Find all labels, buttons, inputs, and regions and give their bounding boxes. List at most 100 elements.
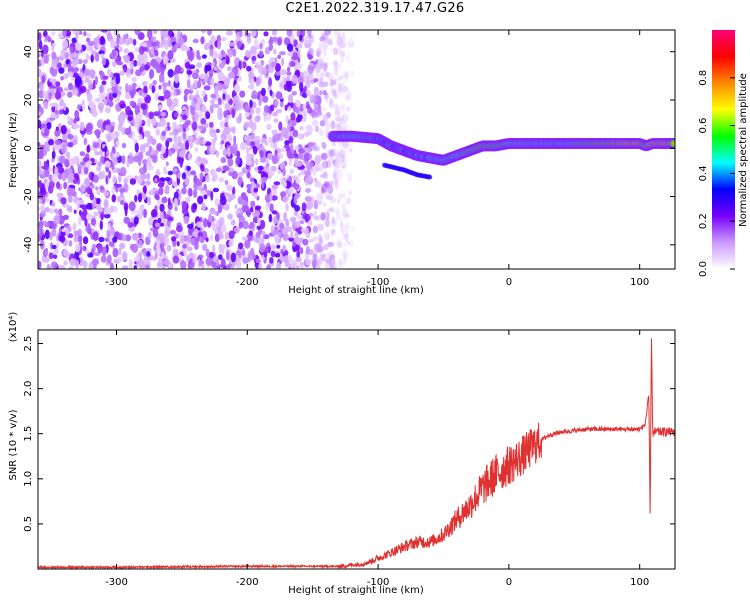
- noise-speckle: [88, 69, 96, 77]
- noise-speckle: [174, 206, 178, 211]
- noise-speckle: [332, 159, 336, 165]
- heatmap-x-tick-label: -100: [367, 277, 390, 288]
- noise-speckle: [104, 145, 108, 153]
- noise-speckle: [148, 111, 154, 120]
- noise-speckle: [177, 171, 181, 180]
- noise-speckle: [187, 136, 194, 141]
- noise-speckle: [219, 144, 224, 150]
- noise-speckle: [38, 151, 44, 160]
- noise-speckle: [312, 236, 319, 242]
- noise-speckle: [64, 158, 70, 168]
- noise-speckle: [345, 213, 351, 218]
- noise-speckle: [259, 43, 263, 50]
- noise-speckle: [303, 131, 310, 137]
- snr-y-ticks: 0.5 1.0 1.5 2.0 2.5: [23, 336, 675, 532]
- noise-speckle: [274, 253, 281, 258]
- noise-speckle: [65, 30, 72, 37]
- noise-speckle: [73, 117, 77, 124]
- noise-speckle: [242, 257, 249, 264]
- noise-speckle: [93, 211, 99, 217]
- noise-speckle: [63, 260, 68, 266]
- noise-speckle: [258, 64, 264, 71]
- noise-speckle: [96, 132, 100, 139]
- noise-speckle: [97, 206, 104, 213]
- noise-speckle: [210, 93, 217, 99]
- noise-speckle: [103, 198, 109, 209]
- noise-speckle: [274, 149, 278, 156]
- heatmap-x-tick-label: 100: [630, 277, 649, 288]
- noise-speckle: [305, 104, 311, 109]
- noise-speckle: [129, 178, 137, 185]
- noise-speckle: [275, 71, 281, 76]
- noise-speckle: [171, 236, 176, 242]
- noise-speckle: [322, 254, 326, 262]
- noise-speckle: [322, 114, 328, 123]
- noise-speckle: [41, 75, 46, 84]
- noise-speckle: [344, 232, 349, 242]
- noise-speckle: [166, 137, 173, 143]
- noise-speckle: [143, 256, 147, 265]
- noise-speckle: [182, 201, 187, 210]
- noise-speckle: [238, 76, 242, 82]
- noise-speckle: [329, 265, 337, 269]
- noise-speckle: [139, 126, 143, 135]
- noise-speckle: [260, 59, 265, 66]
- noise-speckle: [210, 233, 214, 242]
- noise-speckle: [335, 116, 342, 122]
- noise-speckle: [177, 38, 185, 45]
- noise-speckle: [167, 170, 174, 176]
- noise-speckle: [203, 85, 211, 91]
- noise-speckle: [337, 160, 341, 166]
- noise-speckle: [173, 191, 179, 200]
- noise-speckle: [324, 219, 330, 228]
- noise-speckle: [165, 184, 169, 194]
- noise-speckle: [275, 91, 283, 100]
- noise-speckle: [308, 47, 314, 55]
- noise-speckle: [176, 225, 183, 233]
- noise-speckle: [96, 197, 101, 205]
- noise-speckle: [301, 264, 305, 269]
- noise-speckle: [111, 152, 115, 163]
- noise-speckle: [45, 249, 49, 256]
- noise-speckle: [347, 38, 355, 49]
- noise-speckle: [108, 100, 114, 107]
- noise-speckle: [74, 250, 80, 259]
- noise-speckle: [282, 244, 287, 252]
- noise-speckle: [80, 184, 86, 193]
- noise-speckle: [137, 53, 144, 63]
- noise-speckle: [172, 97, 179, 108]
- noise-speckle: [318, 233, 322, 243]
- heatmap-y-tick-label: 40: [23, 45, 34, 58]
- noise-speckle: [197, 254, 204, 259]
- noise-speckle: [138, 213, 143, 220]
- noise-speckle: [306, 75, 310, 85]
- noise-speckle: [342, 210, 348, 221]
- heatmap-x-tick-label: -300: [105, 277, 128, 288]
- noise-speckle: [48, 180, 55, 189]
- noise-speckle: [79, 121, 85, 132]
- noise-speckle: [313, 210, 317, 215]
- noise-speckle: [134, 142, 139, 153]
- noise-speckle: [100, 53, 105, 59]
- noise-speckle: [183, 247, 187, 257]
- noise-speckle: [210, 78, 215, 86]
- noise-speckle: [198, 111, 203, 120]
- noise-speckle: [224, 192, 231, 197]
- noise-speckle: [282, 166, 286, 177]
- noise-speckle: [218, 177, 225, 183]
- noise-speckle: [337, 83, 343, 93]
- noise-speckle: [308, 248, 315, 256]
- noise-speckle: [334, 177, 339, 185]
- noise-speckle: [161, 196, 168, 204]
- noise-speckle: [303, 152, 310, 162]
- noise-speckle: [339, 149, 346, 159]
- noise-speckle: [153, 111, 160, 117]
- noise-speckle: [284, 104, 288, 111]
- noise-speckle: [54, 129, 61, 137]
- noise-speckle: [334, 158, 341, 169]
- noise-speckle: [99, 36, 106, 46]
- noise-speckle: [200, 163, 205, 172]
- noise-speckle: [212, 187, 220, 193]
- noise-speckle: [205, 248, 210, 258]
- noise-speckle: [217, 97, 222, 105]
